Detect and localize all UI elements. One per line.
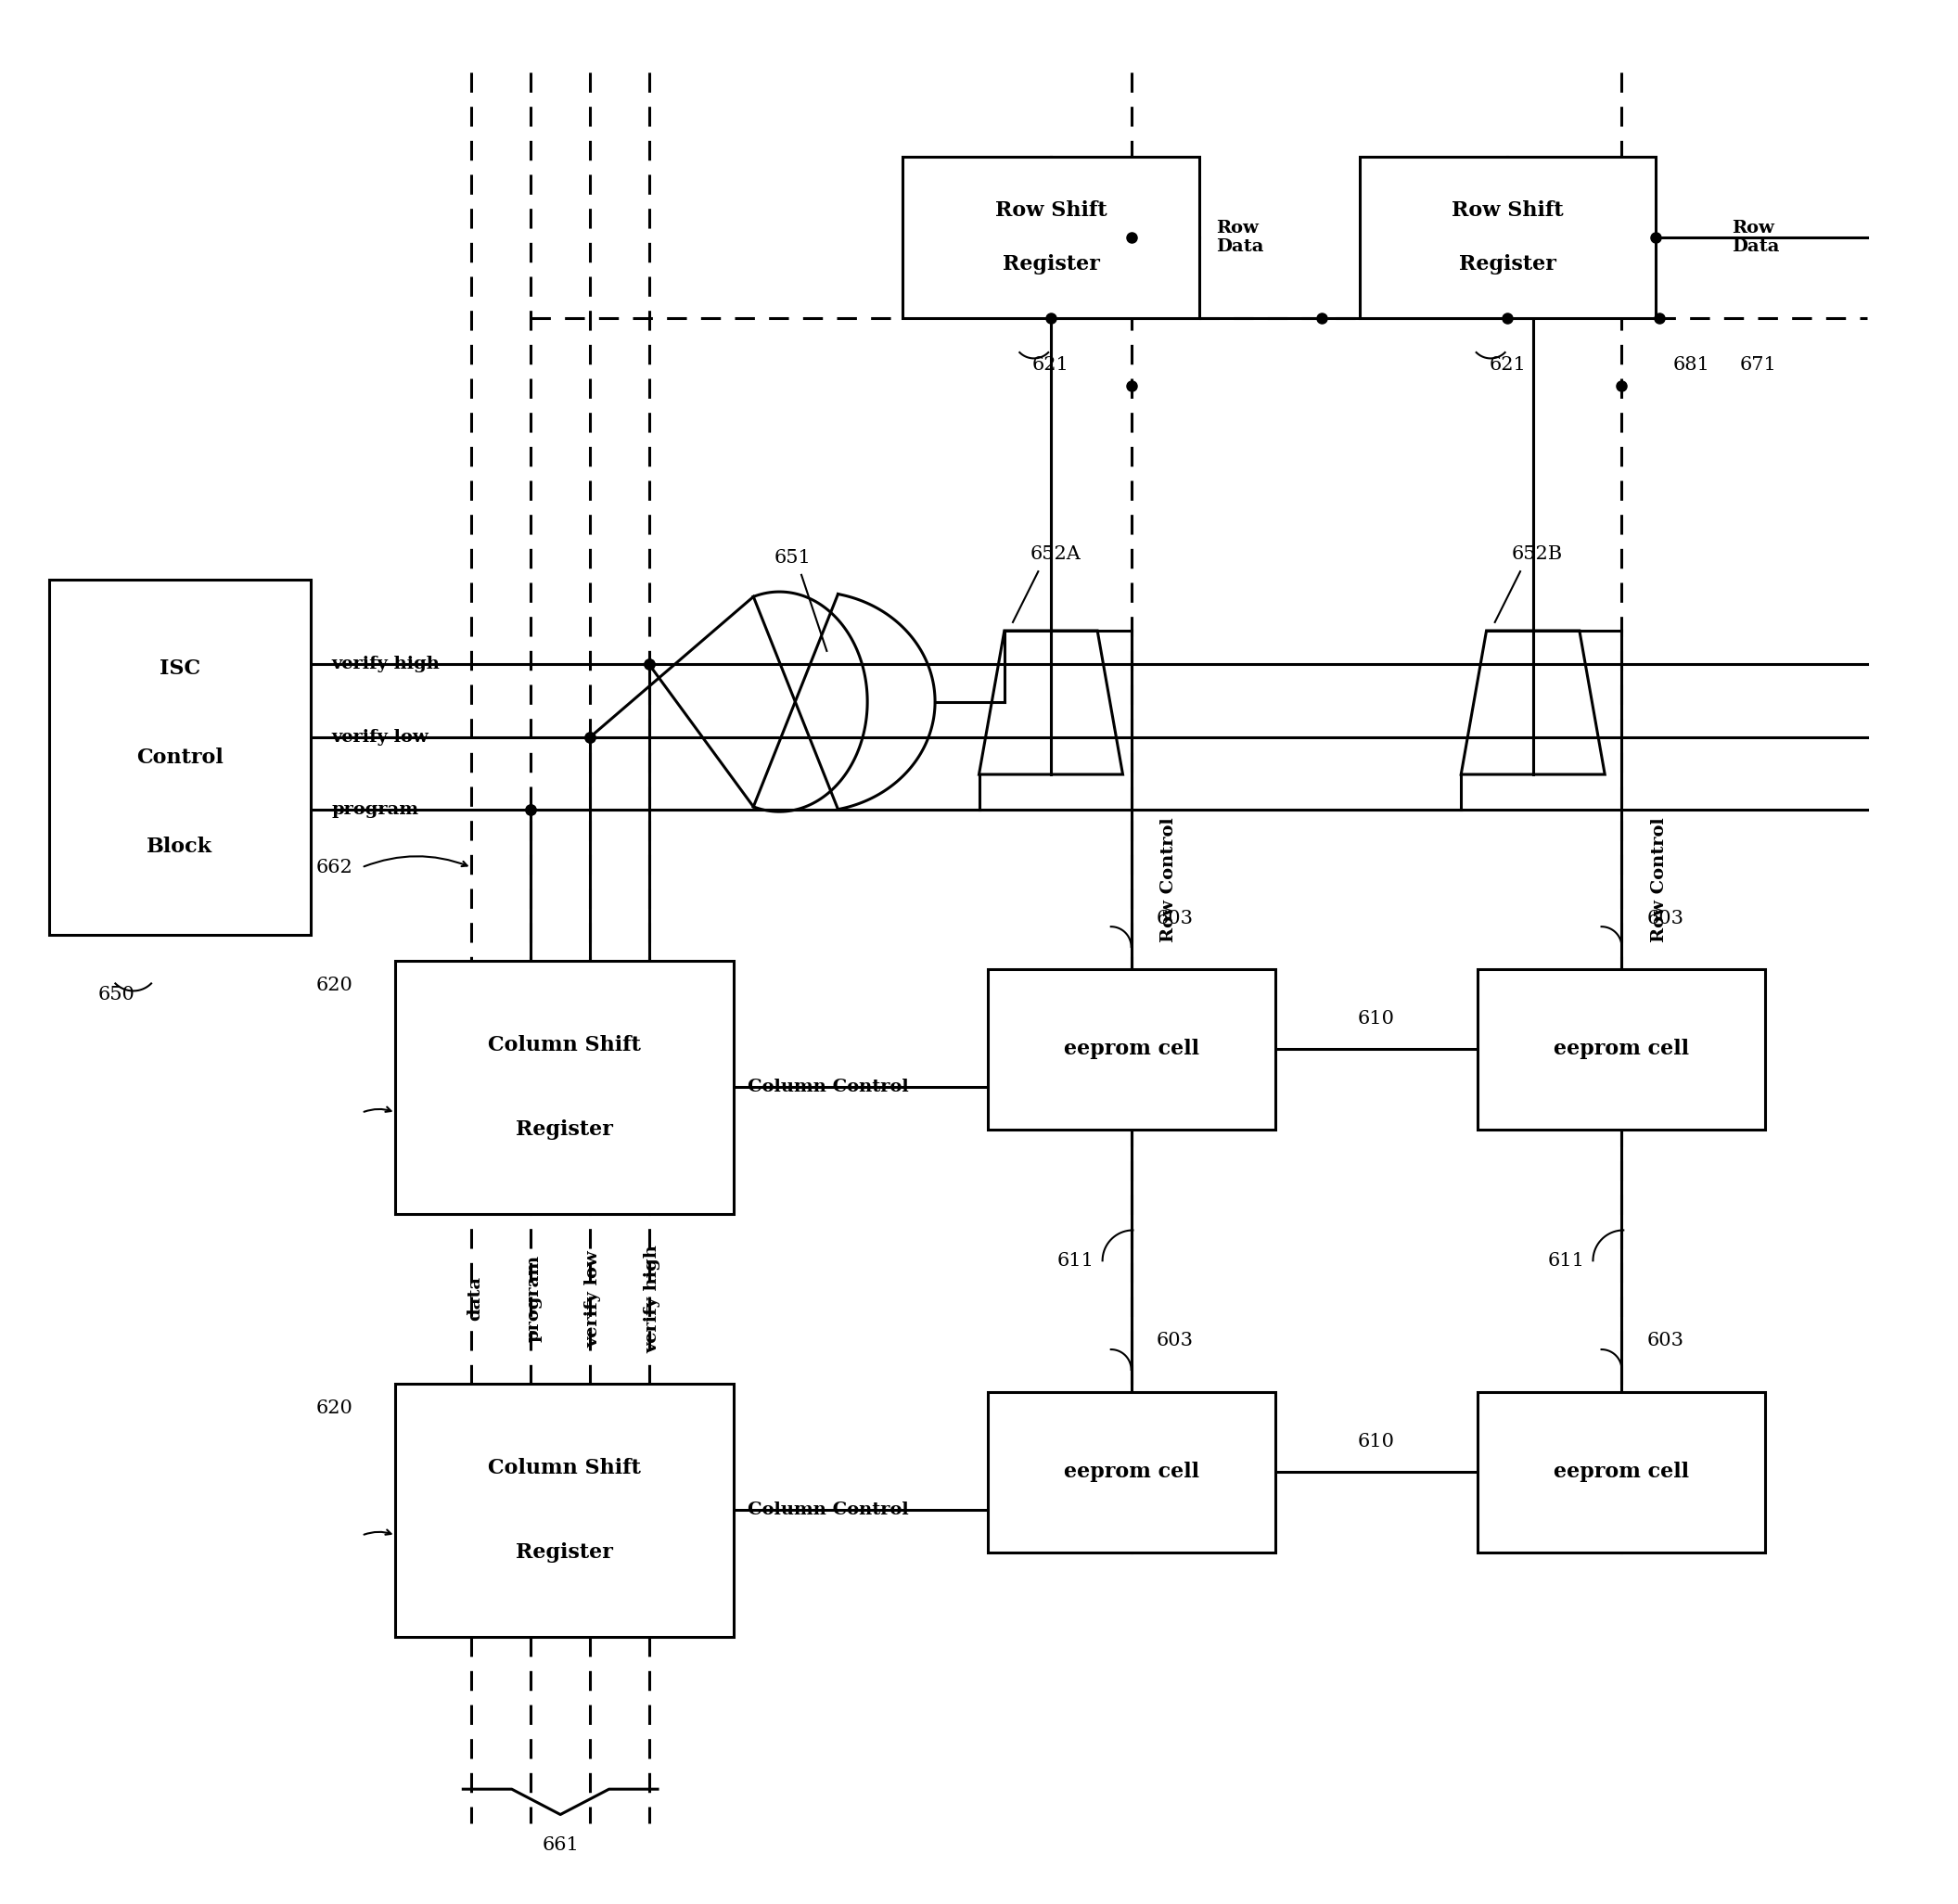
Text: 620: 620 [315,1399,352,1417]
Text: Row
Data: Row Data [1731,219,1780,255]
Text: Column Control: Column Control [748,1080,909,1095]
Text: Register: Register [1002,253,1100,274]
Bar [987,1392,1275,1552]
Text: Register: Register [517,1120,613,1140]
Text: 651: 651 [775,548,811,567]
Text: eeprom cell: eeprom cell [1555,1040,1690,1059]
Bar [396,1384,734,1637]
Text: Column Shift: Column Shift [488,1458,640,1478]
Text: 611: 611 [1547,1251,1584,1270]
Text: 652A: 652A [1030,546,1081,564]
Text: eeprom cell: eeprom cell [1063,1462,1198,1481]
Bar [49,581,311,935]
Bar [1478,969,1766,1129]
Text: program: program [331,802,419,819]
Text: 610: 610 [1359,1434,1394,1451]
Text: 661: 661 [542,1835,580,1854]
Text: 611: 611 [1057,1251,1095,1270]
Text: 603: 603 [1157,910,1194,927]
Text: 621: 621 [1032,356,1069,373]
Text: 610: 610 [1359,1009,1394,1028]
Text: Row
Data: Row Data [1216,219,1263,255]
Text: Column Control: Column Control [748,1502,909,1519]
Bar [1478,1392,1766,1552]
Text: Row Control: Row Control [1651,817,1668,942]
Bar [987,969,1275,1129]
Text: 603: 603 [1647,1333,1684,1350]
Text: Control: Control [137,746,223,767]
Text: Block: Block [147,836,213,857]
Text: Row Shift: Row Shift [995,200,1106,221]
Text: verify low: verify low [331,729,429,746]
Text: Register: Register [517,1542,613,1563]
Text: 671: 671 [1741,356,1778,373]
Text: program: program [527,1255,542,1342]
Bar [396,960,734,1215]
Text: eeprom cell: eeprom cell [1555,1462,1690,1481]
Text: 650: 650 [98,986,135,1003]
Text: Register: Register [1459,253,1557,274]
Text: Row Shift: Row Shift [1451,200,1564,221]
Text: Column Shift: Column Shift [488,1034,640,1055]
Bar [903,158,1198,318]
Text: 603: 603 [1157,1333,1194,1350]
Text: verify high: verify high [644,1245,662,1354]
Text: Row Control: Row Control [1159,817,1177,942]
Text: ISC: ISC [159,659,200,680]
Text: 681: 681 [1672,356,1709,373]
Bar [1359,158,1656,318]
Text: data: data [466,1276,484,1321]
Text: 621: 621 [1490,356,1525,373]
Text: verify low: verify low [585,1251,601,1348]
Text: 603: 603 [1647,910,1684,927]
Text: eeprom cell: eeprom cell [1063,1040,1198,1059]
Text: 652B: 652B [1512,546,1562,564]
Text: 620: 620 [315,977,352,994]
Text: 662: 662 [317,859,352,876]
Text: verify high: verify high [331,657,441,672]
